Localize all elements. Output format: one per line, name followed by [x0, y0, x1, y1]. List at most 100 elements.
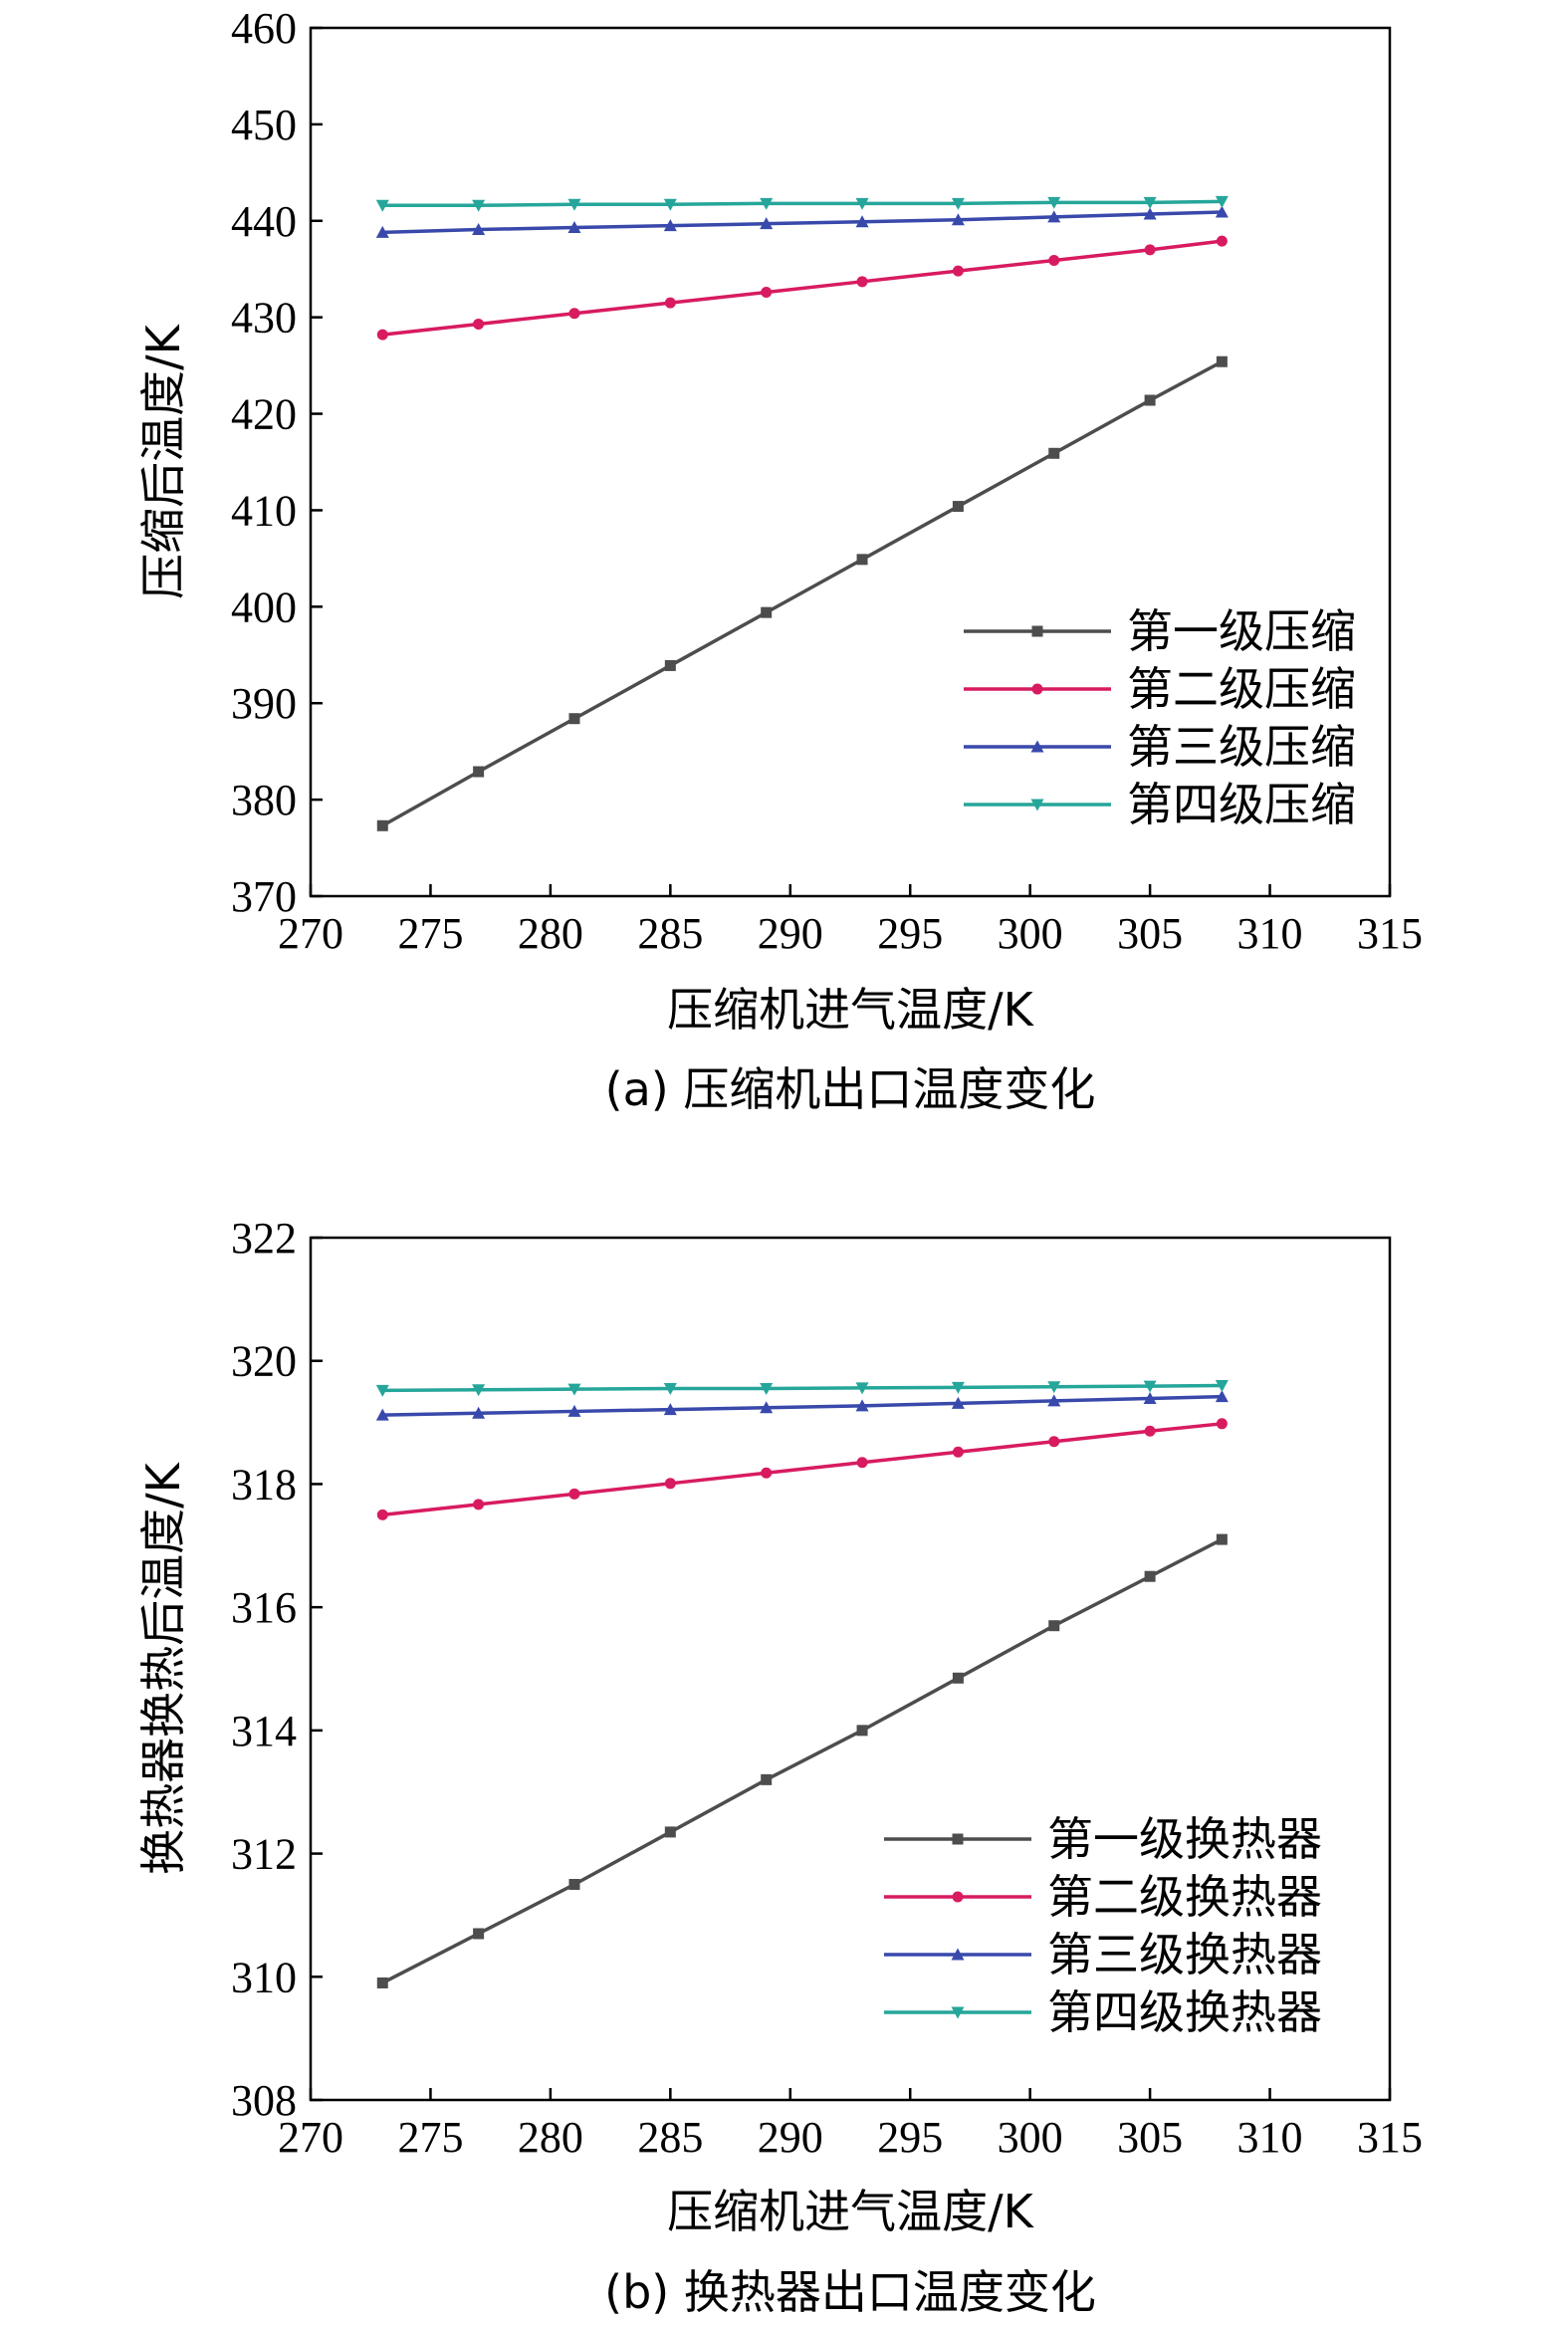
y-tick-label: 322 — [231, 1214, 297, 1263]
data-point — [663, 219, 677, 232]
y-tick-label: 310 — [231, 1953, 297, 2001]
data-point — [473, 318, 485, 330]
data-point — [664, 1478, 676, 1490]
x-tick-label: 280 — [518, 909, 583, 958]
x-axis-title: 压缩机进气温度/K — [667, 2185, 1034, 2238]
data-point — [1047, 210, 1061, 223]
legend-marker — [1031, 683, 1043, 695]
data-point — [1048, 1620, 1060, 1632]
data-point — [567, 1404, 581, 1417]
legend-label: 第三级压缩 — [1127, 720, 1356, 774]
y-tick-label: 420 — [231, 390, 297, 439]
chart-panel-a: 270 275 280 285 290 295 300 305 310 315 370 380 390 4… — [136, 4, 1423, 1116]
x-tick-label: 270 — [278, 909, 343, 958]
y-tick-label: 430 — [231, 294, 297, 343]
data-point — [1144, 244, 1156, 256]
y-tick-label: 410 — [231, 486, 297, 535]
data-point — [855, 1382, 869, 1395]
y-tick-label: 320 — [231, 1337, 297, 1386]
x-tick-label: 295 — [877, 2113, 943, 2162]
x-tick-label: 300 — [998, 909, 1063, 958]
data-point — [1048, 1436, 1060, 1448]
chart-panel-b: 270 275 280 285 290 295 300 305 310 315 308 310 312 3… — [136, 1214, 1423, 2319]
legend-label: 第三级换热器 — [1047, 1928, 1322, 1981]
data-point — [664, 659, 676, 671]
plot-frame — [309, 26, 1392, 898]
data-point — [472, 222, 486, 235]
data-point — [951, 1396, 965, 1409]
legend-label: 第一级换热器 — [1047, 1812, 1322, 1866]
legend-label: 第二级压缩 — [1127, 662, 1356, 716]
x-tick-label: 315 — [1357, 909, 1423, 958]
figure-caption: (a) 压缩机出口温度变化 — [605, 1062, 1096, 1116]
x-tick-label: 315 — [1357, 2113, 1423, 2162]
series-layer — [375, 1379, 1229, 1988]
y-tick-label: 318 — [231, 1460, 297, 1509]
data-point — [375, 225, 389, 238]
y-tick-label: 308 — [231, 2076, 297, 2125]
x-tick-label: 310 — [1237, 2113, 1303, 2162]
plot-frame — [309, 1236, 1392, 2102]
y-tick-label: 440 — [231, 197, 297, 246]
data-point — [568, 308, 580, 320]
data-point — [760, 197, 774, 210]
data-point — [856, 554, 868, 566]
legend-marker — [951, 1948, 965, 1961]
data-point — [473, 1499, 485, 1511]
data-point — [663, 1403, 677, 1416]
data-point — [856, 1725, 868, 1737]
data-point — [761, 1773, 773, 1785]
series-line-4 — [382, 1383, 1223, 1393]
data-point — [567, 221, 581, 234]
data-point — [856, 1457, 868, 1469]
legend-label: 第四级压缩 — [1127, 778, 1356, 831]
data-point — [760, 217, 774, 230]
data-point — [1048, 255, 1060, 267]
y-axis-title: 换热器换热后温度/K — [136, 1461, 190, 1874]
data-point — [951, 213, 965, 226]
data-point — [855, 215, 869, 228]
data-point — [376, 1509, 388, 1520]
data-point — [761, 286, 773, 298]
legend-marker — [952, 1891, 964, 1903]
data-point — [568, 1488, 580, 1500]
y-tick-label: 316 — [231, 1583, 297, 1632]
data-point — [855, 1399, 869, 1412]
y-tick-label: 380 — [231, 776, 297, 824]
legend-label: 第四级换热器 — [1047, 1985, 1322, 2039]
data-point — [663, 1383, 677, 1396]
data-point — [1144, 1425, 1156, 1437]
data-point — [1144, 394, 1156, 406]
x-tick-label: 270 — [278, 2113, 343, 2162]
data-point — [1047, 1381, 1061, 1394]
data-point — [664, 297, 676, 309]
y-tick-label: 460 — [231, 4, 297, 53]
data-point — [375, 1384, 389, 1397]
data-point — [761, 1467, 773, 1479]
data-point — [664, 1826, 676, 1838]
data-point — [952, 265, 964, 277]
x-tick-label: 305 — [1117, 909, 1183, 958]
series-line-4 — [382, 199, 1223, 208]
data-point — [472, 1406, 486, 1419]
data-point — [472, 1384, 486, 1397]
data-point — [1215, 205, 1229, 218]
data-point — [376, 329, 388, 341]
data-point — [375, 199, 389, 212]
axis-ticks: 270 275 280 285 290 295 300 305 310 315 308 310 312 3… — [231, 1214, 1423, 2162]
series-line-1 — [381, 359, 1224, 827]
data-point — [952, 1672, 964, 1684]
data-point — [1048, 447, 1060, 459]
series-line-2 — [382, 1422, 1223, 1517]
series-layer — [375, 195, 1229, 831]
data-point — [951, 197, 965, 210]
legend-marker — [1030, 740, 1044, 753]
data-point — [473, 1928, 485, 1940]
data-point — [567, 198, 581, 211]
data-point — [568, 1879, 580, 1890]
legend-marker — [1030, 799, 1044, 812]
x-tick-label: 305 — [1117, 2113, 1183, 2162]
x-tick-label: 275 — [397, 2113, 463, 2162]
